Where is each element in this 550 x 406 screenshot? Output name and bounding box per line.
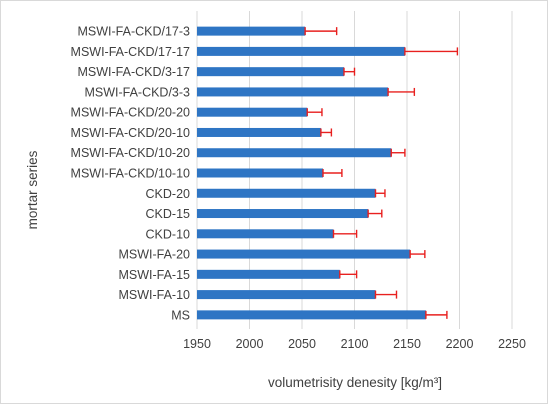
error-bar [390,148,406,157]
bar [197,168,323,178]
error-bar [339,270,358,279]
bar [197,67,344,77]
error-bar [322,169,343,177]
bar [197,188,376,198]
bar [197,310,426,320]
category-label: MSWI-FA-15 [118,268,190,282]
x-tick-label: 2250 [498,337,526,351]
bar [197,87,389,97]
error-bar [387,87,416,96]
category-label: MSWI-FA-CKD/10-20 [71,146,191,160]
bar [197,148,392,158]
error-bar [409,250,426,259]
bars-group [197,26,426,320]
category-label: CKD-10 [146,227,191,241]
y-axis-title: mortar series [25,150,40,229]
bar [197,209,369,219]
category-label: MS [171,308,190,322]
bar [197,107,308,117]
category-label: MSWI-FA-20 [118,248,190,262]
error-bar [404,47,459,56]
error-bar [343,67,356,76]
error-bar [320,128,333,137]
bar [197,290,376,300]
x-tick-label: 2050 [288,337,316,351]
category-label: MSWI-FA-CKD/20-20 [71,106,191,120]
error-bar [304,27,338,36]
category-label: MSWI-FA-CKD/17-17 [71,45,191,59]
error-bar [306,108,323,117]
category-label: MSWI-FA-10 [118,288,190,302]
x-tick-label: 2000 [236,337,264,351]
bar [197,229,334,239]
category-label: MSWI-FA-CKD/17-3 [77,25,190,39]
error-bar [332,229,358,238]
error-bar [374,189,386,198]
bar [197,26,306,36]
category-label: CKD-20 [146,187,191,201]
x-tick-label: 2150 [393,337,421,351]
error-bars-group [304,27,459,319]
bar [197,249,411,259]
bar [197,269,340,279]
x-tick-label: 2100 [341,337,369,351]
category-label: MSWI-FA-CKD/3-3 [84,85,190,99]
category-label: CKD-15 [146,207,191,221]
category-label: MSWI-FA-CKD/3-17 [77,65,190,79]
category-label: MSWI-FA-CKD/20-10 [71,126,191,140]
category-label: MSWI-FA-CKD/10-10 [71,167,191,181]
x-tick-label: 2200 [446,337,474,351]
bar [197,46,405,56]
error-bar [367,209,383,218]
error-bar [425,310,448,319]
x-tick-label: 1950 [183,337,211,351]
error-bar [374,290,398,299]
x-axis-title: volumetrisity denesity [kg/m³] [268,375,442,390]
x-tick-labels: 1950 2000 2050 2100 2150 2200 2250 [183,337,526,351]
bar [197,127,321,137]
category-labels: MSWI-FA-CKD/17-3 MSWI-FA-CKD/17-17 MSWI-FA… [71,25,191,323]
